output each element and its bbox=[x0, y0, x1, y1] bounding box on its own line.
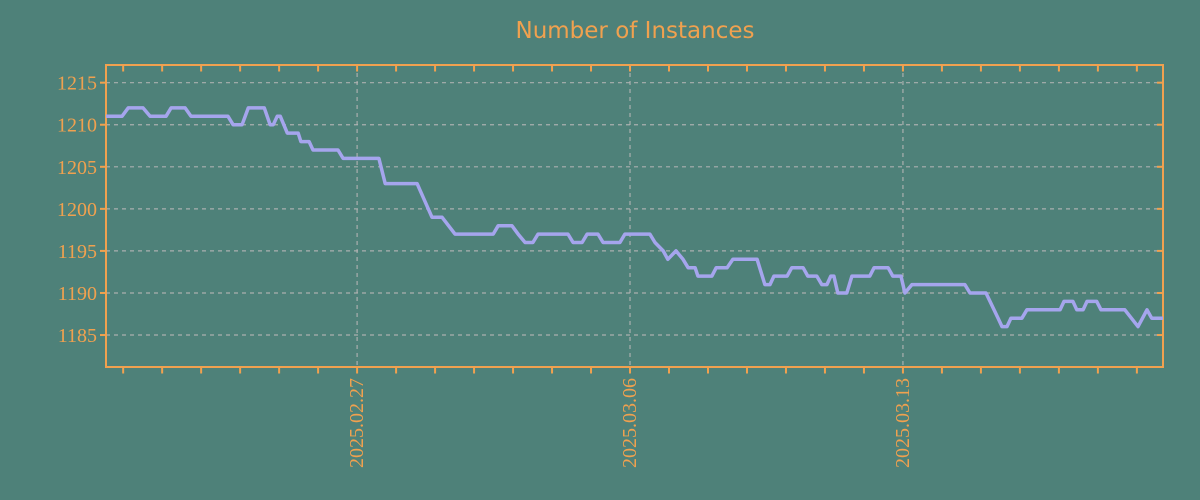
y-tick-label: 1215 bbox=[57, 73, 97, 95]
plot-layer: 1185 1190 1195 1200 1205 1210 1215 2025.02.27 20… bbox=[57, 64, 1164, 468]
y-tick-label: 1185 bbox=[58, 325, 97, 347]
y-tick-label: 1195 bbox=[58, 241, 97, 263]
y-tick-label: 1200 bbox=[57, 199, 97, 221]
series-line-instances bbox=[106, 106, 1163, 329]
x-tick-label: 2025.03.13 bbox=[892, 378, 914, 468]
y-tick-label: 1190 bbox=[58, 283, 97, 305]
x-tick-label: 2025.02.27 bbox=[346, 378, 368, 468]
y-tick-label: 1205 bbox=[57, 157, 97, 179]
chart-title: Number of Instances bbox=[516, 18, 755, 44]
y-tick-label: 1210 bbox=[57, 115, 97, 137]
plot-border bbox=[105, 64, 1164, 368]
x-tick-label: 2025.03.06 bbox=[619, 378, 641, 468]
